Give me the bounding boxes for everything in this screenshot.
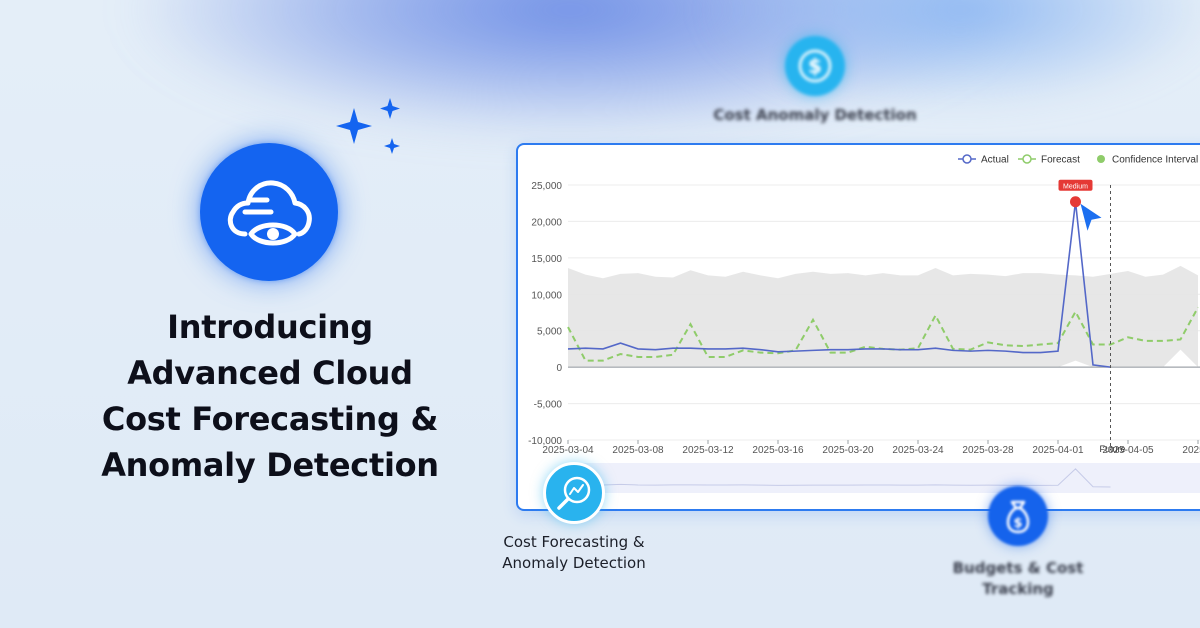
y-tick-label: -5,000 [534, 400, 563, 411]
cloud-eye-icon [200, 143, 338, 281]
feature-label: Cost Forecasting & Anomaly Detection [484, 532, 664, 574]
headline-line-4: Anomaly Detection [101, 446, 439, 484]
x-tick-label: 2025-04-05 [1102, 445, 1154, 456]
x-tick-label: 2025-04-01 [1032, 445, 1084, 456]
x-tick-label: 2025-03-12 [682, 445, 734, 456]
series-line-actual [567, 201, 1111, 368]
zoom-slider-track [568, 463, 1200, 493]
feature-label-line: Cost Forecasting & [503, 533, 645, 551]
anomaly-point [1070, 196, 1081, 208]
y-tick-label: 0 [556, 363, 562, 374]
headline-line-1: Introducing [167, 308, 373, 346]
x-tick-label: 2025-03-20 [822, 445, 874, 456]
y-tick-label: 20,000 [531, 217, 562, 228]
sparkles-icon [336, 98, 400, 154]
anomaly-badge [1058, 179, 1093, 191]
feature-cost-forecasting: Cost Forecasting & Anomaly Detection [484, 462, 664, 574]
headline-line-2: Advanced Cloud [127, 354, 413, 392]
zoom-slider-preview [567, 468, 1111, 488]
headline: Introducing Advanced Cloud Cost Forecast… [70, 304, 470, 488]
legend-swatch-marker [1022, 154, 1032, 164]
y-tick-label: 15,000 [531, 254, 562, 265]
future-marker-label: Future [1099, 444, 1125, 454]
dollar-coin-icon: $ [785, 36, 845, 96]
feature-label-line: Anomaly Detection [502, 554, 646, 572]
legend-swatch-dot [1097, 155, 1105, 163]
feature-label: Budgets & Cost Tracking [938, 558, 1098, 600]
feature-cost-anomaly-detection: $ Cost Anomaly Detection [700, 36, 930, 124]
feature-label-line: Budgets & Cost [952, 559, 1084, 577]
x-tick-label: 2025-0 [1182, 445, 1200, 456]
confidence-band [568, 265, 1198, 368]
x-tick-label: 2025-03-04 [542, 445, 594, 456]
x-tick-label: 2025-03-28 [962, 445, 1014, 456]
legend-label: Forecast [1041, 155, 1080, 166]
y-tick-label: 5,000 [537, 327, 562, 338]
legend-label: Confidence Interval [1112, 155, 1198, 166]
chart-card: 25,000 20,000 15,000 10,000 5,000 0 -5,000 -10,… [516, 143, 1200, 511]
feature-budgets-cost-tracking: $ Budgets & Cost Tracking [938, 486, 1098, 600]
y-tick-label: -10,000 [528, 436, 562, 447]
legend-label: Actual [981, 155, 1009, 166]
x-tick-label: 2025-03-24 [892, 445, 944, 456]
anomaly-badge-label: Medium [1063, 183, 1088, 190]
svg-text:$: $ [1013, 516, 1022, 531]
legend-swatch-marker [962, 154, 972, 164]
svg-text:$: $ [808, 54, 822, 78]
x-tick-label: 2025-03-16 [752, 445, 804, 456]
y-tick-label: 10,000 [531, 290, 562, 301]
cursor-pointer-icon [1080, 203, 1102, 231]
forecast-chart: 25,000 20,000 15,000 10,000 5,000 0 -5,000 -10,… [528, 154, 1200, 493]
headline-line-3: Cost Forecasting & [101, 400, 439, 438]
x-tick-label: 2025-03-08 [612, 445, 664, 456]
feature-label: Cost Anomaly Detection [713, 106, 917, 124]
money-bag-icon: $ [988, 486, 1048, 546]
forecast-search-icon [543, 462, 605, 524]
y-tick-label: 25,000 [531, 181, 562, 192]
feature-label-line: Tracking [982, 580, 1054, 598]
